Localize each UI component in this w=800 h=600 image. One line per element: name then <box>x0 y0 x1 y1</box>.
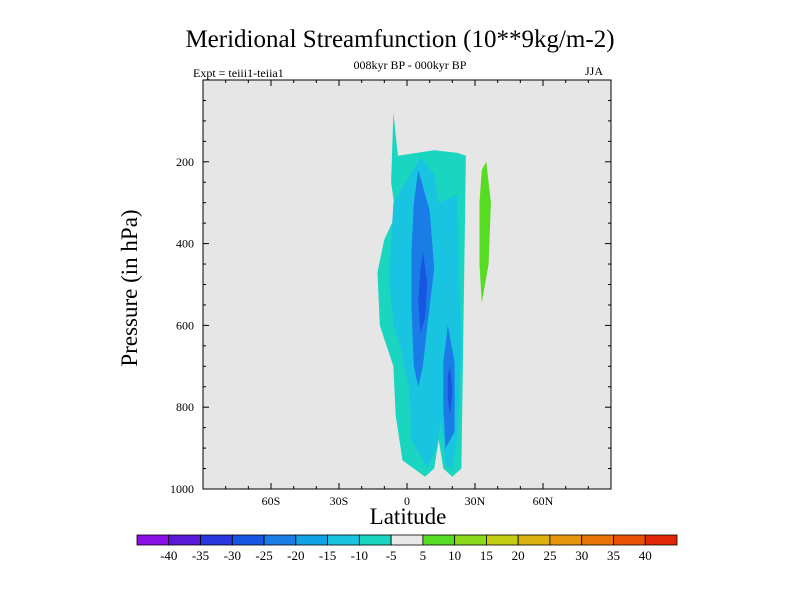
colorbar-label: 35 <box>607 548 620 563</box>
colorbar-label: 10 <box>448 548 461 563</box>
colorbar-box <box>168 534 201 546</box>
x-tick-label: 0 <box>404 494 410 508</box>
colorbar-box <box>454 534 487 546</box>
colorbar-label: -40 <box>160 548 177 563</box>
colorbar-box <box>422 534 456 546</box>
colorbar-box <box>644 534 678 546</box>
colorbar-box <box>581 534 614 546</box>
colorbar-box <box>136 534 170 546</box>
x-tick-label: 30N <box>465 494 486 508</box>
season-label: JJA <box>585 64 604 78</box>
colorbar-label: 5 <box>420 548 427 563</box>
experiment-label: Expt = teiii1-teiia1 <box>193 66 284 80</box>
x-tick-label: 60S <box>262 494 281 508</box>
colorbar-box <box>486 534 519 546</box>
colorbar-label: -35 <box>192 548 209 563</box>
colorbar-box <box>517 534 551 546</box>
colorbar-box <box>231 534 265 546</box>
colorbar-box <box>327 534 360 546</box>
colorbar-label: -10 <box>351 548 368 563</box>
colorbar-label: 30 <box>575 548 588 563</box>
colorbar-label: -20 <box>287 548 304 563</box>
colorbar-box <box>358 534 392 546</box>
x-tick-label: 60N <box>533 494 554 508</box>
y-tick-label: 200 <box>176 155 194 169</box>
chart-subtitle: 008kyr BP - 000kyr BP <box>353 58 467 72</box>
colorbar-box <box>390 534 424 546</box>
colorbar-label: -30 <box>224 548 241 563</box>
colorbar-box <box>200 534 233 546</box>
colorbar-label: -25 <box>255 548 272 563</box>
colorbar-label: 20 <box>512 548 525 563</box>
y-tick-label: 800 <box>176 400 194 414</box>
colorbar-label: 25 <box>543 548 556 563</box>
chart-title: Meridional Streamfunction (10**9kg/m-2) <box>185 26 615 53</box>
colorbar-label: 15 <box>480 548 493 563</box>
colorbar-box <box>295 534 328 546</box>
colorbar-box <box>549 534 583 546</box>
colorbar-box <box>263 534 297 546</box>
contour-region-6 <box>479 161 491 303</box>
x-tick-label: 30S <box>330 494 349 508</box>
x-axis-label: Latitude <box>369 504 447 529</box>
y-tick-label: 600 <box>176 318 194 332</box>
colorbar-label: -5 <box>386 548 397 563</box>
y-tick-label: 400 <box>176 237 194 251</box>
contour-region-4 <box>418 251 428 334</box>
colorbar-label: 40 <box>639 548 652 563</box>
colorbar-label: -15 <box>319 548 336 563</box>
colorbar-box <box>613 534 646 546</box>
contour-region-5 <box>447 366 453 416</box>
y-tick-label: 1000 <box>170 482 194 496</box>
